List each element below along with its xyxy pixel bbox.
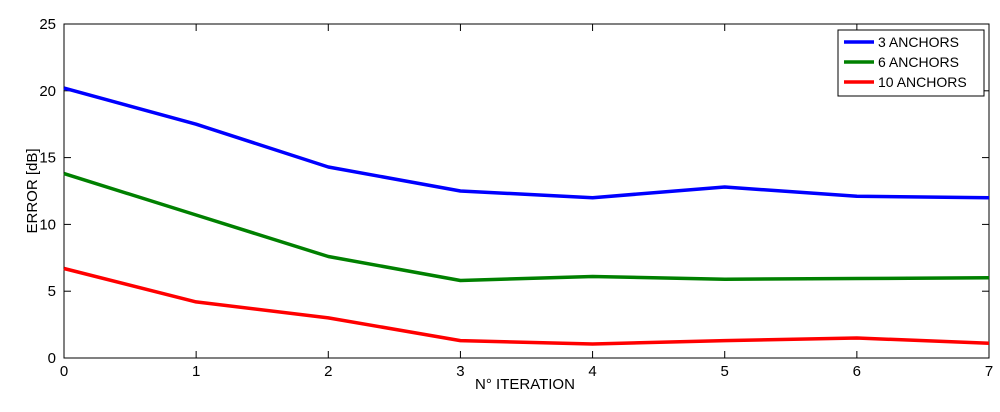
x-tick-label: 5 (721, 363, 729, 380)
y-tick-label: 20 (39, 83, 56, 100)
y-tick-label: 15 (39, 150, 56, 167)
x-tick-label: 3 (456, 363, 464, 380)
series-line-1 (63, 86, 990, 200)
plot-area (63, 23, 990, 359)
series-line-2 (63, 171, 990, 283)
legend-label: 6 ANCHORS (878, 54, 959, 70)
legend-label: 10 ANCHORS (878, 74, 967, 90)
x-tick-label: 1 (192, 363, 200, 380)
y-tick-label: 25 (39, 16, 56, 33)
plot-frame (63, 23, 990, 359)
y-axis-label: ERROR [dB] (24, 148, 41, 233)
axis-ticks: 0 1 2 3 4 5 6 7 0 5 10 15 20 25 (39, 16, 993, 380)
x-tick-label: 6 (853, 363, 861, 380)
x-tick-label: 0 (60, 363, 68, 380)
y-tick-label: 0 (48, 350, 56, 367)
legend-label: 3 ANCHORS (878, 34, 959, 50)
x-tick-label: 4 (588, 363, 596, 380)
legend: 3 ANCHORS 6 ANCHORS 10 ANCHORS (837, 29, 985, 97)
y-tick-label: 5 (48, 283, 56, 300)
x-tick-label: 2 (324, 363, 332, 380)
series-line-3 (63, 266, 990, 346)
series-layer (63, 86, 990, 346)
y-tick-label: 10 (39, 216, 56, 233)
x-tick-label: 7 (985, 363, 993, 380)
x-axis-label: N° ITERATION (475, 376, 575, 393)
